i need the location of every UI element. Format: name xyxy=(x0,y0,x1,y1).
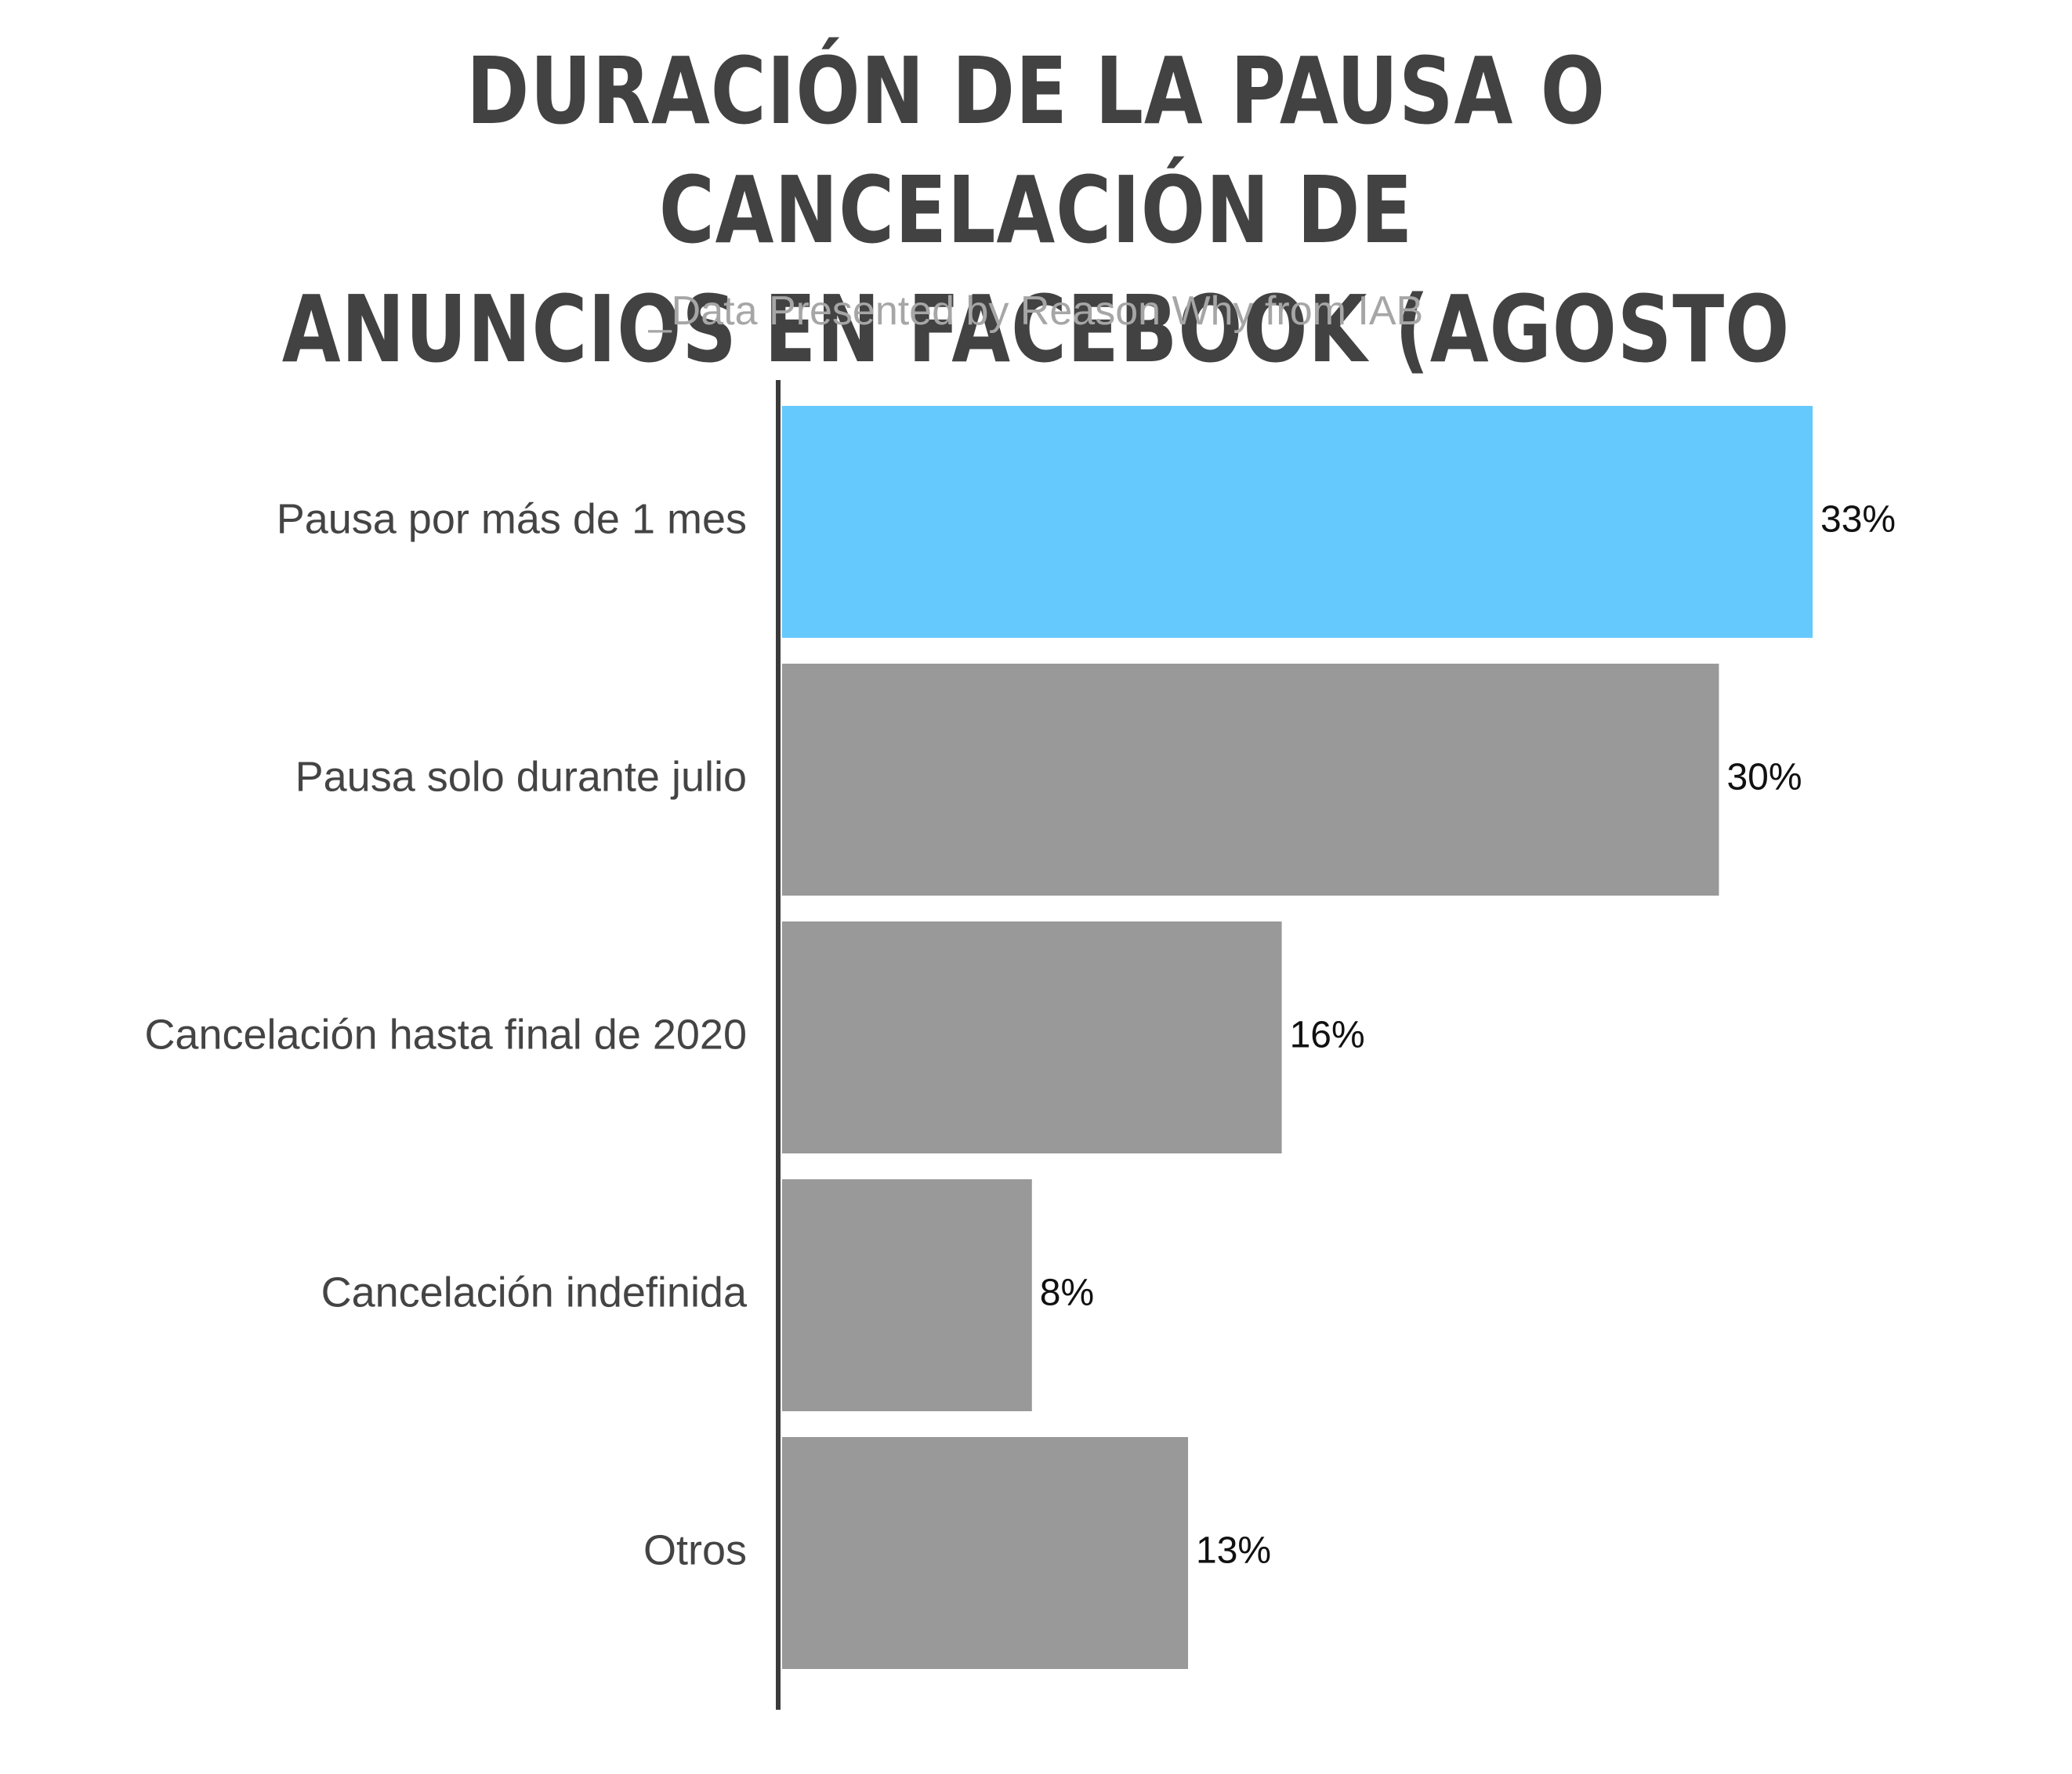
bar-4 xyxy=(782,1179,1032,1411)
category-label-3: Cancelación hasta final de 2020 xyxy=(144,1011,747,1058)
bar-1 xyxy=(782,406,1813,638)
category-label-1: Pausa por más de 1 mes xyxy=(277,495,747,542)
category-label-5: Otros xyxy=(643,1526,747,1573)
value-label-3: 16% xyxy=(1290,1015,1365,1056)
category-label-2: Pausa solo durante julio xyxy=(295,753,747,800)
value-label-4: 8% xyxy=(1040,1273,1094,1314)
category-label-4: Cancelación indefinida xyxy=(321,1269,748,1316)
value-label-2: 30% xyxy=(1726,757,1802,798)
value-label-5: 13% xyxy=(1196,1530,1271,1572)
bar-2 xyxy=(782,664,1719,896)
chart-subtitle: _Data Presented by Reason Why from IAB xyxy=(648,288,1424,334)
bar-3 xyxy=(782,921,1282,1153)
value-label-1: 33% xyxy=(1820,499,1896,541)
chart-title: DURACIÓN DE LA PAUSA O CANCELACIÓN DE AN… xyxy=(281,37,1791,502)
bar-5 xyxy=(782,1437,1189,1669)
